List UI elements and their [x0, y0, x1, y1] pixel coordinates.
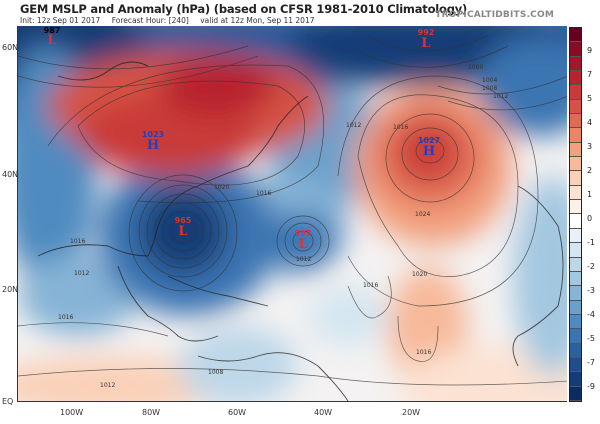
low-pressure-symbol: L [421, 36, 431, 51]
colorbar-segment [570, 99, 581, 115]
colorbar-tick: 9 [587, 46, 593, 55]
contour-label: 1012 [100, 382, 116, 389]
colorbar-tick: 7 [587, 70, 593, 79]
colorbar-segment [570, 128, 581, 143]
coastlines [37, 61, 564, 401]
contour-label: 1000 [468, 64, 484, 71]
contour-label: 1012 [493, 93, 509, 100]
low-pressure-symbol: L [178, 224, 188, 239]
contour-label: 1020 [214, 184, 230, 191]
colorbar-segment [570, 185, 581, 201]
colorbar-segment [570, 114, 581, 129]
colorbar-tick: 4 [587, 118, 593, 127]
colorbar-segment [570, 85, 581, 100]
colorbar-tick: -4 [587, 310, 595, 319]
pressure-value: 992 [417, 28, 435, 37]
colorbar-segment [570, 214, 581, 229]
pressure-value: 1023 [141, 130, 165, 139]
colorbar-segment [570, 42, 581, 57]
colorbar-segment [570, 257, 581, 272]
colorbar-segment [570, 329, 581, 344]
contour-label: 1008 [482, 85, 498, 92]
forecast-hour: Forecast Hour: [240] [111, 16, 189, 25]
contour-label: 1016 [70, 238, 86, 245]
contour-label: 1012 [74, 270, 90, 277]
contour-label: 1012 [296, 256, 312, 263]
low-pressure-symbol: L [298, 237, 308, 252]
colorbar-tick: -3 [587, 286, 595, 295]
colorbar-tick: -9 [587, 382, 595, 391]
latitude-label: 60N [2, 43, 19, 52]
colorbar-tick: -1 [587, 238, 595, 247]
high-pressure-symbol: H [146, 138, 160, 153]
colorbar [569, 27, 582, 402]
colorbar-segment [570, 286, 581, 301]
colorbar-segment [570, 200, 581, 215]
colorbar-segment [570, 314, 581, 330]
colorbar-segment [570, 386, 581, 401]
longitude-label: 40W [314, 408, 333, 417]
init-time: Init: 12z Sep 01 2017 [20, 16, 101, 25]
chart-subtitle: Init: 12z Sep 01 2017 Forecast Hour: [24… [20, 16, 323, 25]
colorbar-tick: 3 [587, 142, 593, 151]
contour-label: 1016 [416, 349, 432, 356]
pressure-value: 987 [43, 26, 61, 35]
colorbar-segment [570, 28, 581, 43]
latitude-label: 20N [2, 285, 19, 294]
colorbar-segment [570, 171, 581, 186]
latitude-label: 40N [2, 170, 19, 179]
contour-label: 1008 [208, 369, 224, 376]
colorbar-tick: 2 [587, 166, 593, 175]
low-pressure-symbol: L [47, 33, 57, 48]
colorbar-segment [570, 357, 581, 373]
contour-label: 1012 [346, 122, 362, 129]
latitude-label: EQ [2, 397, 14, 406]
longitude-label: 20W [402, 408, 421, 417]
colorbar-segment [570, 343, 581, 358]
anomaly-field [18, 26, 567, 401]
colorbar-tick: -5 [587, 334, 595, 343]
contour-label: 1016 [256, 190, 272, 197]
colorbar-segment [570, 142, 581, 158]
longitude-label: 60W [228, 408, 247, 417]
colorbar-tick: 1 [587, 190, 593, 199]
colorbar-tick: -2 [587, 262, 595, 271]
longitude-label: 100W [60, 408, 84, 417]
colorbar-tick: 5 [587, 94, 593, 103]
contour-label: 1016 [58, 314, 74, 321]
pressure-value: 965 [174, 216, 192, 225]
colorbar-segment [570, 157, 581, 172]
weather-map: 987 L 992 L 1023 H 1027 H 965 L 997 L 10… [17, 26, 567, 402]
chart-title: GEM MSLP and Anomaly (hPa) (based on CFS… [20, 2, 468, 16]
colorbar-segment [570, 243, 581, 258]
pressure-value: 997 [294, 229, 312, 238]
contour-label: 1020 [412, 271, 428, 278]
colorbar-segment [570, 300, 581, 315]
contour-label: 1024 [415, 211, 431, 218]
contour-label: 1016 [393, 124, 409, 131]
brand-watermark: TROPICALTIDBITS.COM [435, 10, 554, 20]
longitude-label: 80W [142, 408, 161, 417]
contour-label: 1004 [482, 77, 498, 84]
pressure-value: 1027 [417, 136, 441, 145]
valid-time: valid at 12z Mon, Sep 11 2017 [200, 16, 315, 25]
colorbar-segment [570, 71, 581, 86]
colorbar-segment [570, 228, 581, 244]
high-pressure-symbol: H [422, 144, 436, 159]
isobars [18, 35, 567, 386]
colorbar-tick: -7 [587, 358, 595, 367]
colorbar-segment [570, 372, 581, 387]
colorbar-segment [570, 271, 581, 287]
colorbar-tick: 0 [587, 214, 593, 223]
colorbar-segment [570, 56, 581, 72]
contour-label: 1016 [363, 282, 379, 289]
